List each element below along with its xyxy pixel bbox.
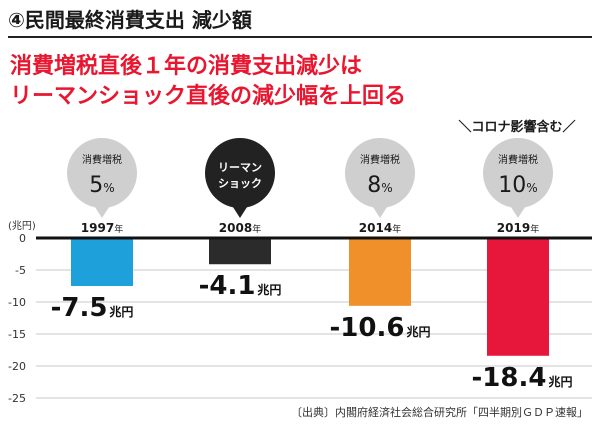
value-label: -18.4 兆円 [472, 363, 573, 393]
subtitle-line-1: 消費増税直後１年の消費支出減少は [10, 53, 362, 79]
value-label: -4.1 兆円 [199, 271, 282, 301]
bubble: 消費増税 10% [483, 138, 553, 218]
y-tick-label: -5 [15, 264, 26, 277]
bubble-text-line1: 消費増税 [82, 153, 122, 166]
bubble-text-line1: 消費増税 [498, 153, 538, 166]
subtitle-line-2: リーマンショック直後の減少幅を上回る [10, 83, 406, 109]
y-tick-label: -10 [8, 296, 26, 309]
bar [487, 238, 549, 356]
bars [71, 238, 549, 356]
bubbles: 消費増税 5% リーマンショック 消費増税 8% 消費増税 10% [67, 138, 553, 218]
y-tick-label: -20 [8, 360, 26, 373]
category-label: 2008年 [219, 221, 261, 235]
covid-annotation: ＼コロナ影響含む／ [458, 119, 575, 135]
chart-title: ④民間最終消費支出 減少額 [8, 8, 252, 32]
bubble: 消費増税 5% [67, 138, 137, 218]
bubble: リーマンショック [205, 138, 275, 218]
bar [209, 238, 271, 265]
y-tick-label: 0 [19, 232, 26, 245]
source-note: 〔出典〕内閣府経済社会総合研究所「四半期別ＧＤＰ速報」 [291, 405, 588, 419]
bar [71, 238, 133, 286]
bubble-rate: 8% [367, 173, 392, 198]
bar [349, 238, 411, 306]
bubble-circle [205, 138, 275, 208]
bubble-rate: 10% [498, 173, 537, 198]
bubble-rate: 5% [89, 173, 114, 198]
bubble-circle [483, 138, 553, 208]
y-axis-label: (兆円) [8, 220, 36, 232]
bubble-circle [67, 138, 137, 208]
value-label: -10.6 兆円 [330, 313, 431, 343]
y-axis-ticks: 0 -5 -10 -15 -20 -25 [8, 232, 26, 405]
category-label: 2014年 [359, 221, 401, 235]
y-tick-label: -25 [8, 392, 26, 405]
bubble-text-line1: 消費増税 [360, 153, 400, 166]
category-label: 2019年 [497, 221, 539, 235]
category-labels: 1997年 2008年 2014年 2019年 [81, 221, 539, 235]
value-labels: -7.5 兆円 -4.1 兆円 -10.6 兆円 -18.4 兆円 [51, 271, 573, 393]
category-label: 1997年 [81, 221, 123, 235]
bubble-text-line1: リーマン [218, 161, 262, 174]
bubble-text-line2: ショック [218, 177, 262, 190]
y-tick-label: -15 [8, 328, 26, 341]
bubble-circle [345, 138, 415, 208]
bubble: 消費増税 8% [345, 138, 415, 218]
value-label: -7.5 兆円 [51, 293, 134, 323]
